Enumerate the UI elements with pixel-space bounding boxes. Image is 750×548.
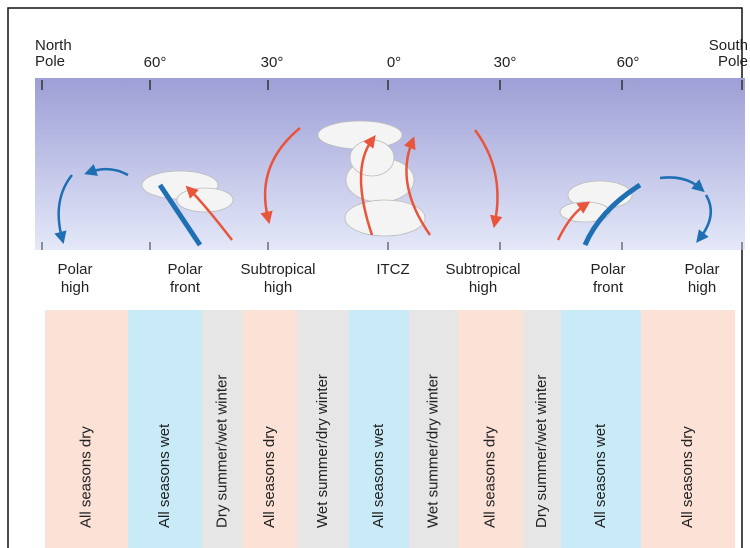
pressure-zone-label: high xyxy=(688,279,716,296)
pole-label: South xyxy=(709,37,748,54)
latitude-label: 30° xyxy=(261,54,284,71)
pressure-zone-label: ITCZ xyxy=(376,261,409,278)
pressure-zone-label: Polar xyxy=(57,261,92,278)
pressure-zone-label: Polar xyxy=(684,261,719,278)
precipitation-label: All seasons wet xyxy=(156,423,173,528)
pressure-zone-label: high xyxy=(61,279,89,296)
pressure-zone-label: Polar xyxy=(590,261,625,278)
pressure-zone-label: Subtropical xyxy=(445,261,520,278)
precipitation-label: Wet summer/dry winter xyxy=(424,374,441,528)
precipitation-label: All seasons wet xyxy=(592,423,609,528)
precipitation-label: All seasons dry xyxy=(481,426,498,528)
precipitation-label: Dry summer/wet winter xyxy=(213,375,230,528)
pressure-zone-label: high xyxy=(264,279,292,296)
diagram: NorthPoleSouthPole60°30°0°30°60°Polarhig… xyxy=(0,0,750,548)
latitude-label: 30° xyxy=(494,54,517,71)
latitude-label: 0° xyxy=(387,54,401,71)
pole-label: North xyxy=(35,37,72,54)
precipitation-label: All seasons dry xyxy=(679,426,696,528)
latitude-label: 60° xyxy=(617,54,640,71)
pressure-zone-label: front xyxy=(170,279,201,296)
pressure-zone-label: Polar xyxy=(167,261,202,278)
precipitation-label: Dry summer/wet winter xyxy=(533,375,550,528)
latitude-label: 60° xyxy=(144,54,167,71)
pole-label: Pole xyxy=(35,53,65,70)
pressure-zone-label: Subtropical xyxy=(240,261,315,278)
pressure-zone-label: front xyxy=(593,279,624,296)
precipitation-label: All seasons wet xyxy=(370,423,387,528)
precipitation-label: All seasons dry xyxy=(77,426,94,528)
pressure-zone-label: high xyxy=(469,279,497,296)
pole-label: Pole xyxy=(718,53,748,70)
precipitation-label: Wet summer/dry winter xyxy=(314,374,331,528)
precipitation-label: All seasons dry xyxy=(261,426,278,528)
